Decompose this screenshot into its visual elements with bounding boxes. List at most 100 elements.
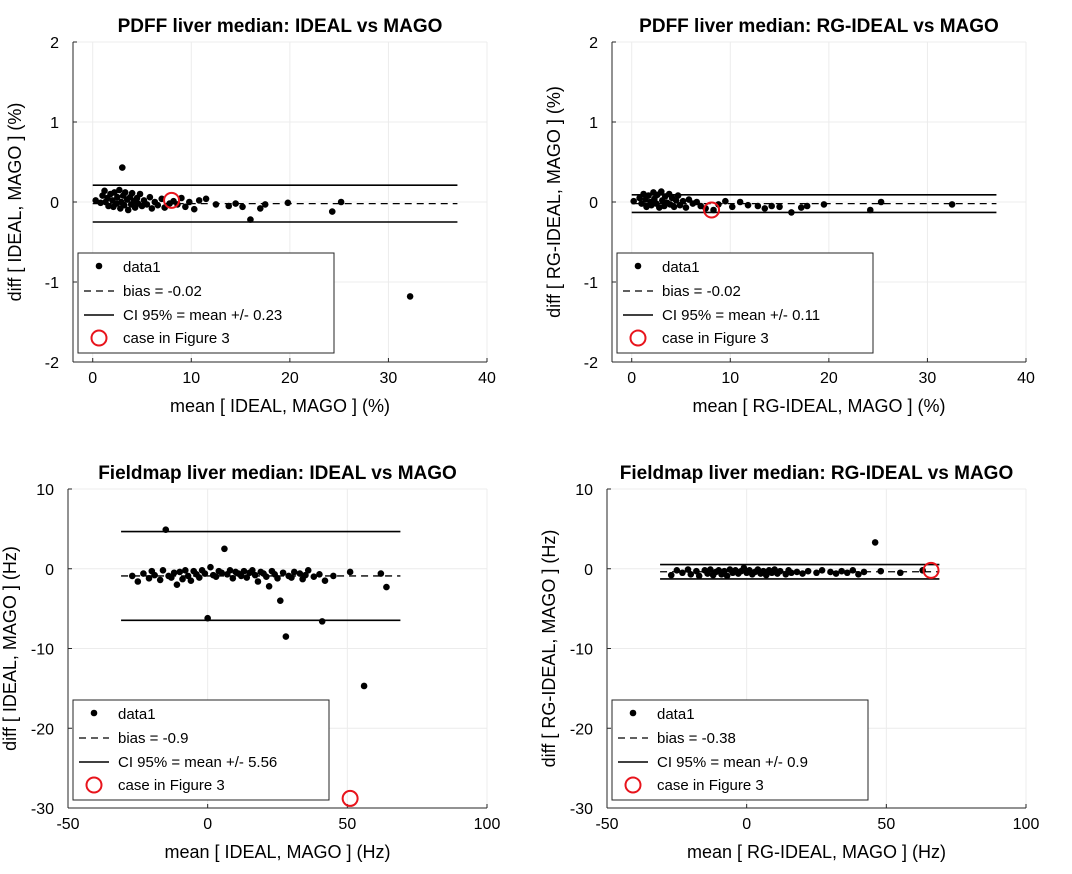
data-point: [282, 633, 290, 640]
data-point: [377, 570, 385, 577]
data-point: [797, 204, 805, 211]
data-point: [695, 572, 703, 580]
data-point: [346, 568, 354, 576]
data-point: [156, 576, 164, 584]
y-tick-label: 2: [50, 35, 59, 52]
data-point: [114, 193, 121, 201]
y-tick-label: -30: [570, 801, 593, 818]
data-point: [838, 567, 845, 575]
x-tick-label: 0: [88, 370, 97, 387]
x-tick-label: -50: [595, 816, 618, 833]
data-point: [674, 192, 682, 199]
data-point: [195, 197, 203, 204]
y-tick-label: -10: [31, 642, 54, 659]
data-point: [788, 569, 795, 577]
data-point: [254, 578, 262, 585]
data-point: [679, 197, 687, 205]
data-point: [212, 573, 220, 581]
data-point: [667, 571, 675, 579]
data-point: [247, 216, 254, 223]
data-point: [195, 574, 203, 581]
data-point: [310, 573, 318, 581]
data-point: [799, 570, 806, 577]
x-axis-label: mean [ RG-IDEAL, MAGO ] (%): [692, 396, 945, 416]
legend: data1 bias = -0.02 CI 95% = mean +/- 0.11 c…: [616, 252, 874, 354]
data-point: [162, 526, 170, 533]
chart-panel-4: -50 0 50 100 -30 -20 -10 0 10 Fieldmap liver medi…: [539, 463, 1039, 862]
data-point: [793, 568, 801, 576]
chart-title: Fieldmap liver median: RG-IDEAL vs MAGO: [620, 463, 1013, 484]
case-marker: [341, 789, 359, 807]
data-point: [330, 572, 337, 580]
legend-box: [77, 252, 335, 354]
data-point: [383, 583, 390, 591]
data-point: [754, 202, 762, 210]
data-point: [328, 208, 336, 215]
data-point: [762, 571, 770, 579]
data-point: [159, 567, 167, 574]
data-point: [360, 682, 368, 690]
data-point: [707, 566, 714, 573]
y-tick-label: -20: [31, 721, 54, 738]
y-tick-label: 1: [589, 115, 598, 132]
data-point: [803, 202, 811, 210]
y-tick-label: 0: [589, 195, 598, 212]
data-point: [182, 203, 189, 211]
data-point: [877, 567, 885, 575]
data-point: [670, 203, 678, 211]
data-point: [97, 199, 104, 207]
legend-marker-data: [634, 262, 642, 270]
case-marker: [163, 191, 181, 209]
x-tick-label: 0: [203, 816, 212, 833]
x-tick-label: 40: [478, 370, 496, 387]
data-point: [239, 203, 246, 211]
data-point: [788, 209, 795, 216]
legend-entry: data1: [123, 259, 161, 276]
legend-entry: bias = -0.02: [123, 283, 202, 300]
legend: data1 bias = -0.02 CI 95% = mean +/- 0.23 c…: [77, 252, 335, 354]
data-point: [118, 164, 126, 171]
data-point: [276, 597, 284, 604]
data-point: [682, 204, 690, 211]
data-point: [849, 567, 857, 574]
legend-entry: case in Figure 3: [118, 777, 225, 794]
data-point: [218, 569, 225, 577]
data-point: [723, 572, 731, 580]
data-point: [202, 195, 210, 203]
x-tick-label: -50: [56, 816, 79, 833]
data-point: [249, 567, 256, 574]
x-axis-label: mean [ IDEAL, MAGO ] (Hz): [164, 842, 390, 862]
data-point: [866, 206, 874, 214]
legend-entry: case in Figure 3: [123, 330, 230, 347]
legend: data1 bias = -0.38 CI 95% = mean +/- 0.9 ca…: [611, 699, 869, 801]
data-point: [948, 201, 956, 208]
chart-title: PDFF liver median: IDEAL vs MAGO: [118, 16, 443, 37]
y-axis-label: diff [ IDEAL, MAGO ] (Hz): [0, 546, 20, 751]
legend-box: [616, 252, 874, 354]
y-axis-label: diff [ RG-IDEAL, MAGO ] (%): [544, 86, 564, 318]
data-point: [179, 575, 186, 583]
x-tick-label: 30: [380, 370, 398, 387]
data-point: [684, 566, 692, 573]
x-tick-label: 10: [182, 370, 200, 387]
data-point: [855, 571, 862, 578]
data-point: [187, 577, 195, 585]
data-point: [92, 197, 99, 204]
data-point: [710, 206, 717, 214]
data-point: [229, 575, 237, 582]
data-point: [761, 205, 769, 212]
data-point: [337, 198, 345, 206]
data-point: [318, 618, 326, 625]
data-point: [105, 202, 112, 210]
legend-marker-case: [85, 776, 103, 794]
data-point: [226, 567, 234, 574]
x-tick-label: 100: [1013, 816, 1040, 833]
data-point: [173, 581, 181, 588]
data-point: [168, 574, 175, 581]
data-point: [877, 198, 885, 206]
case-marker: [703, 201, 721, 219]
data-point: [190, 205, 198, 213]
data-point: [221, 545, 228, 553]
case-marker: [922, 561, 940, 579]
data-point: [101, 187, 108, 195]
